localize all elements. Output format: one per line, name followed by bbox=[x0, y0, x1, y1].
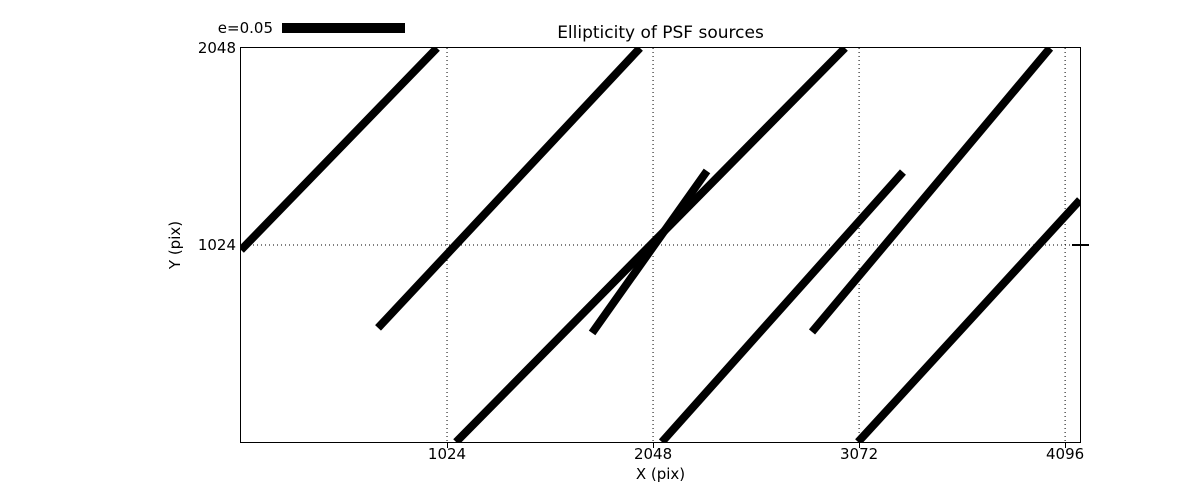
plot-area bbox=[240, 47, 1081, 443]
x-tick bbox=[858, 443, 860, 448]
legend-label: e=0.05 bbox=[217, 19, 273, 37]
y-tick-label: 2048 bbox=[197, 39, 236, 57]
y-tick-right bbox=[1072, 244, 1089, 246]
whisker-segment bbox=[375, 48, 643, 331]
x-tick bbox=[652, 443, 654, 448]
whisker-segment bbox=[808, 48, 1054, 335]
x-tick-label: 4096 bbox=[1046, 445, 1085, 463]
whisker-segment bbox=[241, 48, 440, 253]
x-tick bbox=[446, 443, 448, 448]
x-tick-label: 2048 bbox=[633, 445, 673, 463]
whisker-segment bbox=[658, 169, 906, 442]
whisker-segment bbox=[855, 197, 1080, 442]
y-tick-label: 1024 bbox=[197, 236, 236, 254]
whisker-segment bbox=[453, 48, 848, 442]
chart-title: Ellipticity of PSF sources bbox=[557, 23, 764, 43]
x-axis-label: X (pix) bbox=[635, 465, 686, 483]
x-tick-label: 1024 bbox=[427, 445, 467, 463]
whisker-plot-svg bbox=[241, 48, 1080, 442]
x-tick bbox=[1064, 443, 1066, 448]
legend-scale-bar bbox=[282, 23, 405, 33]
whisker-segment bbox=[588, 168, 711, 336]
x-tick-label: 3072 bbox=[839, 445, 879, 463]
